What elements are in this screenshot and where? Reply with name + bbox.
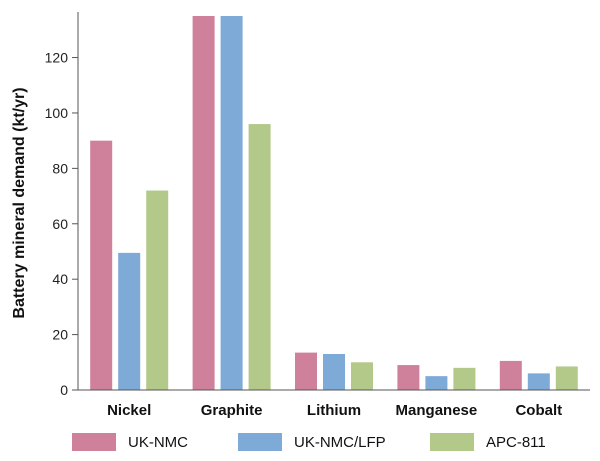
bar-lithium-uk-nmc [295, 352, 317, 390]
x-tick-label-nickel: Nickel [107, 402, 151, 419]
x-tick-label-manganese: Manganese [396, 402, 478, 419]
bar-graphite-uk-nmc-lfp [220, 16, 243, 390]
y-tick-label-20: 20 [52, 327, 68, 343]
bar-manganese-apc-811 [453, 367, 476, 390]
y-tick-label-0: 0 [60, 382, 68, 398]
bar-cobalt-uk-nmc [499, 360, 522, 390]
x-tick-label-cobalt: Cobalt [515, 402, 562, 419]
legend-swatch-uk-nmc-lfp [238, 433, 282, 451]
x-tick-label-lithium: Lithium [307, 402, 361, 419]
y-tick-label-60: 60 [52, 216, 68, 232]
legend: UK-NMC UK-NMC/LFP APC-811 [72, 433, 546, 451]
y-tick-label-80: 80 [52, 160, 68, 176]
bar-nickel-apc-811 [146, 190, 169, 390]
bar-manganese-uk-nmc-lfp [425, 376, 448, 390]
bar-lithium-apc-811 [351, 362, 373, 390]
y-axis-title: Battery mineral demand (kt/yr) [11, 87, 28, 318]
legend-label-uk-nmc: UK-NMC [128, 434, 188, 451]
y-tick-label-40: 40 [52, 271, 68, 287]
bar-manganese-uk-nmc [397, 365, 420, 390]
bar-graphite-uk-nmc [192, 16, 215, 390]
legend-label-uk-nmc-lfp: UK-NMC/LFP [294, 434, 386, 451]
bar-lithium-uk-nmc-lfp [323, 353, 345, 390]
y-tick-label-120: 120 [45, 50, 69, 66]
x-axis-labels: Nickel Graphite Lithium Manganese Cobalt [107, 402, 562, 419]
legend-swatch-uk-nmc [72, 433, 116, 451]
bar-nickel-uk-nmc [90, 140, 113, 390]
legend-label-apc-811: APC-811 [486, 434, 546, 451]
x-tick-label-graphite: Graphite [201, 402, 263, 419]
legend-swatch-apc-811 [430, 433, 474, 451]
bar-nickel-uk-nmc-lfp [118, 252, 141, 390]
bar-cobalt-apc-811 [555, 366, 578, 390]
bars-group [90, 16, 578, 391]
bar-graphite-apc-811 [248, 124, 271, 391]
y-tick-label-100: 100 [45, 105, 69, 121]
bar-cobalt-uk-nmc-lfp [527, 373, 550, 390]
y-axis-ticks: 0 20 40 60 80 100 120 [45, 50, 78, 398]
